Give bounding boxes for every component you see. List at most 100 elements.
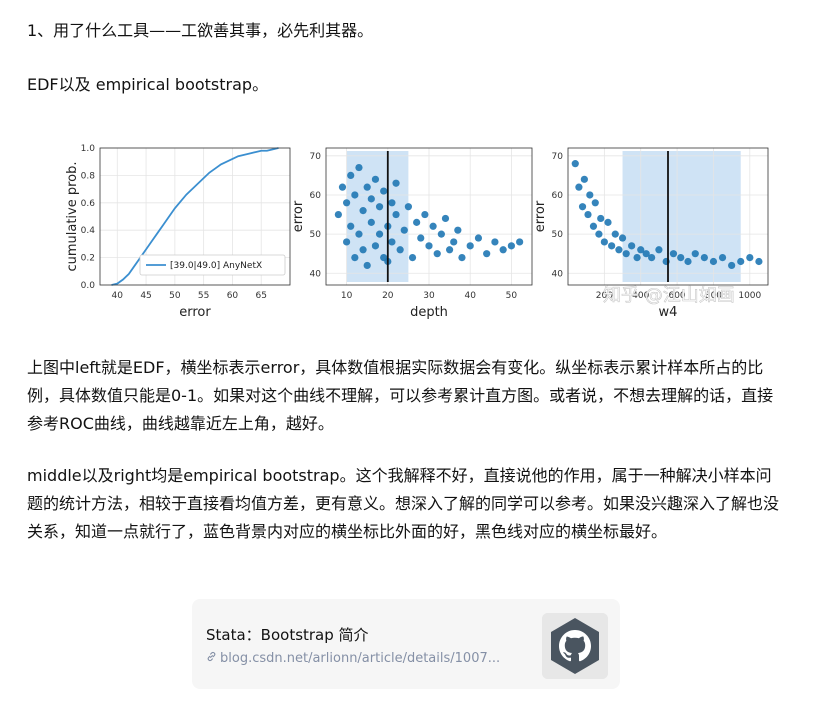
scatter-point <box>359 207 367 215</box>
x-tick-label: 65 <box>255 291 266 301</box>
scatter-point <box>343 199 351 207</box>
scatter-point <box>466 242 474 250</box>
x-tick-label: 40 <box>112 291 124 301</box>
scatter-point <box>597 214 605 223</box>
x-tick-label: 400 <box>632 291 649 301</box>
scatter-point <box>363 261 371 270</box>
x-tick-label: 800 <box>705 291 722 301</box>
y-axis-label: error <box>533 200 548 232</box>
plot-frame <box>99 147 291 286</box>
x-tick-label: 10 <box>341 291 353 301</box>
scatter-point <box>334 210 342 219</box>
scatter-point <box>604 218 612 226</box>
scatter-point <box>371 242 380 250</box>
chart-edf: 40 45 50 55 60 65 0.0 0.2 0.4 0.6 0.8 1.0 error cumul… <box>65 144 291 320</box>
plot-frame <box>567 147 769 286</box>
link-card-title[interactable]: Stata：Bootstrap 简介 <box>206 626 369 644</box>
scatter-point <box>669 250 678 258</box>
link-card-thumbnail[interactable] <box>542 613 608 679</box>
watermark: 知乎 @江山如画 <box>603 285 735 306</box>
scatter-point <box>392 210 400 219</box>
y-tick-label: 50 <box>552 230 564 240</box>
scatter-point <box>351 254 359 262</box>
scatter-point <box>450 238 458 246</box>
scatter-point <box>338 183 347 191</box>
scatter-point <box>347 222 355 230</box>
scatter-point <box>516 238 524 246</box>
scatter-point <box>709 257 718 266</box>
scatter-point <box>413 218 421 226</box>
y-tick-label: 0.4 <box>81 226 96 236</box>
scatter-point <box>571 160 579 168</box>
scatter-point <box>499 246 507 254</box>
scatter-point <box>392 179 400 187</box>
scatter-point <box>578 203 587 211</box>
scatter-point <box>755 257 763 266</box>
scatter-point <box>677 254 685 262</box>
x-tick-label: 55 <box>198 291 209 301</box>
x-tick-label: 600 <box>668 291 685 301</box>
scatter-point <box>642 250 650 258</box>
scatter-point <box>446 246 454 254</box>
scatter-point <box>437 230 445 238</box>
scatter-point <box>454 226 462 234</box>
scatter-point <box>400 226 408 234</box>
paragraph-heading: 1、用了什么工具——工欲善其事，必先利其器。 <box>27 21 374 40</box>
scatter-point <box>359 246 367 254</box>
scatter-point <box>404 203 412 211</box>
scatter-point <box>637 246 645 254</box>
scatter-point <box>608 242 616 250</box>
link-icon <box>206 651 217 666</box>
x-tick-label: 50 <box>169 291 181 301</box>
scatter-point <box>586 191 594 199</box>
figure-svg: 40 45 50 55 60 65 0.0 0.2 0.4 0.6 0.8 1.0 error cumul… <box>65 144 769 320</box>
scatter-point <box>718 254 727 262</box>
scatter-point <box>655 246 663 254</box>
y-tick-label: 70 <box>310 152 322 162</box>
scatter-point <box>371 175 380 183</box>
x-tick-label: 60 <box>227 291 239 301</box>
plot-frame <box>325 147 533 286</box>
scatter-point <box>628 242 636 250</box>
x-tick-label: 200 <box>596 291 613 301</box>
x-axis-label: w4 <box>659 305 678 320</box>
scatter-point <box>367 218 375 226</box>
scatter-point <box>615 246 623 254</box>
scatter-point <box>425 242 433 250</box>
scatter-point <box>591 199 599 207</box>
scatter-point <box>458 254 466 262</box>
scatter-point <box>728 261 736 270</box>
y-tick-label: 40 <box>552 269 564 279</box>
paragraph-bootstrap: middle以及right均是empirical bootstrap。这个我解释… <box>27 466 780 541</box>
scatter-point <box>380 187 388 195</box>
scatter-point <box>396 246 404 254</box>
scatter-point <box>491 238 499 246</box>
y-tick-label: 0.6 <box>81 199 96 209</box>
chart-w4: 200 400 600 800 1000 40 50 60 70 w4 error <box>533 147 769 320</box>
y-tick-label: 60 <box>552 191 564 201</box>
scatter-point <box>691 250 699 258</box>
x-axis-label: depth <box>410 305 448 320</box>
scatter-point <box>417 234 425 242</box>
scatter-point <box>367 195 375 203</box>
y-tick-label: 50 <box>310 230 322 240</box>
confidence-band <box>346 151 409 282</box>
scatter-point <box>421 210 429 219</box>
x-tick-label: 30 <box>423 291 435 301</box>
paragraph-methods: EDF以及 empirical bootstrap。 <box>27 75 269 94</box>
link-card[interactable]: Stata：Bootstrap 简介 blog.csdn.net/arlionn… <box>192 599 620 689</box>
scatter-point <box>746 254 754 262</box>
legend-label: [39.0|49.0] AnyNetX <box>170 261 262 271</box>
x-tick-label: 45 <box>140 291 151 301</box>
scatter-point <box>737 257 745 266</box>
y-tick-label: 40 <box>310 269 322 279</box>
link-card-url[interactable]: blog.csdn.net/arlionn/article/details/10… <box>206 651 500 666</box>
y-tick-label: 0.0 <box>81 281 96 291</box>
chart-depth: 10 20 30 40 50 40 50 60 70 depth error <box>291 147 533 320</box>
y-tick-label: 0.2 <box>81 254 95 264</box>
scatter-point <box>633 254 641 262</box>
scatter-point <box>648 254 656 262</box>
y-tick-label: 0.8 <box>81 171 96 181</box>
scatter-point <box>355 230 363 238</box>
scatter-point <box>375 230 384 238</box>
